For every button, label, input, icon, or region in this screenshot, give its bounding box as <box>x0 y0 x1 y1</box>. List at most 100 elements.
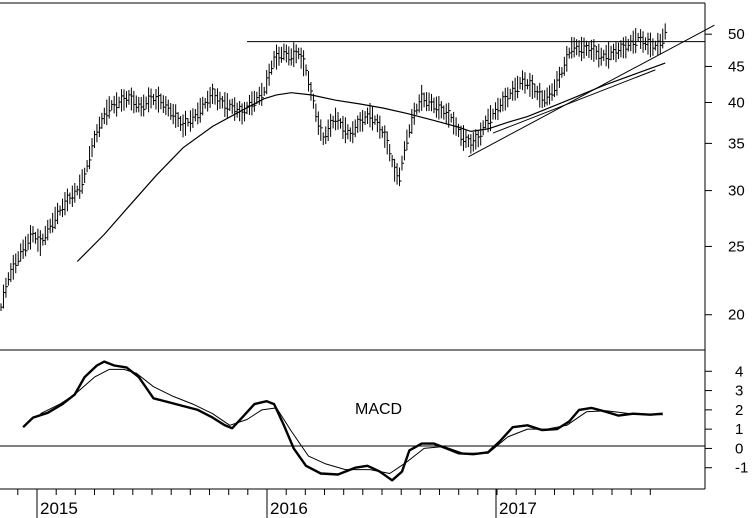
price-bar <box>536 85 540 101</box>
price-bar <box>590 39 594 60</box>
price-bar <box>165 96 168 116</box>
price-bar <box>214 88 218 105</box>
price-bar <box>428 92 432 112</box>
price-bar <box>426 92 429 112</box>
price-bar <box>423 92 427 108</box>
price-bar <box>22 239 26 259</box>
price-bar <box>224 92 227 118</box>
price-bar <box>403 141 407 161</box>
price-bar <box>86 160 90 173</box>
price-bar <box>177 112 181 127</box>
price-bar <box>549 85 552 105</box>
price-bar <box>7 272 11 286</box>
moving-average-line <box>76 62 666 262</box>
price-bar <box>261 82 264 106</box>
price-bar <box>170 102 173 120</box>
price-bar <box>106 99 109 126</box>
price-bar <box>445 103 449 125</box>
price-bar <box>20 243 23 262</box>
price-bar <box>49 218 53 234</box>
price-bar <box>581 36 584 62</box>
price-bar <box>212 83 215 104</box>
price-axis: 20 25 30 35 40 45 50 <box>705 26 745 324</box>
price-bar <box>143 94 146 117</box>
price-bar <box>167 99 171 117</box>
price-bar <box>298 47 301 60</box>
price-bar <box>121 89 124 112</box>
price-bar <box>477 130 481 148</box>
price-bar <box>359 112 363 132</box>
price-bar <box>482 120 486 136</box>
price-bar <box>539 82 542 108</box>
price-bar <box>374 115 377 125</box>
price-bar <box>303 50 306 77</box>
price-bar <box>583 37 587 59</box>
price-bar <box>544 90 547 108</box>
price-bar <box>522 70 525 91</box>
price-bar <box>352 121 355 144</box>
price-bar <box>458 123 461 138</box>
price-bar <box>300 47 304 69</box>
price-bar <box>182 114 186 138</box>
price-bar <box>216 88 220 111</box>
price-bar <box>320 119 323 141</box>
price-bar <box>42 233 45 246</box>
price-bar <box>52 212 55 233</box>
price-bar <box>59 205 63 216</box>
price-bar <box>125 91 129 108</box>
price-bar <box>453 111 456 135</box>
price-bar <box>622 37 626 59</box>
price-bar <box>406 129 409 151</box>
y-tick-label-20: 20 <box>728 307 745 324</box>
price-bar <box>187 118 190 127</box>
price-bar <box>47 219 50 241</box>
price-bar <box>219 91 222 109</box>
price-bar <box>81 169 85 194</box>
price-bar <box>118 96 122 109</box>
price-bar <box>502 91 505 112</box>
price-bar <box>162 95 166 113</box>
macd-tick-label-2: 2 <box>735 402 743 419</box>
price-bar <box>111 100 114 111</box>
price-bar <box>613 43 616 60</box>
price-bar <box>411 109 414 134</box>
price-bar <box>514 77 518 101</box>
price-bar <box>431 93 434 112</box>
price-bar <box>344 117 348 144</box>
price-bar <box>221 95 225 109</box>
price-bar <box>630 34 633 52</box>
price-bar <box>526 79 530 90</box>
price-bar <box>89 146 92 170</box>
price-bar <box>357 115 360 133</box>
price-bar <box>563 56 567 76</box>
price-bar <box>2 284 6 309</box>
price-bar <box>546 87 550 106</box>
price-bar <box>475 129 478 150</box>
price-bar <box>337 112 341 130</box>
price-bar <box>556 71 559 96</box>
price-bar <box>39 230 43 256</box>
price-bar <box>189 110 193 132</box>
price-bar <box>57 202 60 225</box>
price-bar <box>529 72 532 97</box>
price-bar <box>408 124 412 138</box>
price-bar <box>401 155 404 171</box>
price-bar <box>554 79 557 98</box>
price-bar <box>199 97 203 123</box>
y-tick-label-40: 40 <box>728 95 745 112</box>
price-bar <box>130 87 134 111</box>
price-bar <box>62 198 65 218</box>
price-bar <box>153 94 156 106</box>
price-bar <box>367 107 370 125</box>
price-bar <box>600 47 604 66</box>
price-bar <box>54 206 58 230</box>
price-bar <box>568 47 572 59</box>
price-bar <box>640 29 643 49</box>
price-bar <box>332 115 336 129</box>
price-bar <box>30 225 33 250</box>
price-bar <box>66 188 70 212</box>
price-bar <box>364 111 368 125</box>
price-bar <box>138 96 141 113</box>
price-bar <box>509 88 513 99</box>
